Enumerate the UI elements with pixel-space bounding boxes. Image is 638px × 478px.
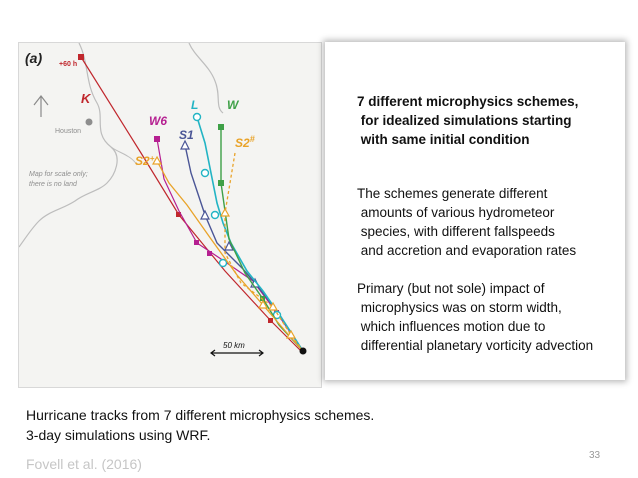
track-W-point [218, 124, 224, 130]
heading-line: with same initial condition [357, 132, 530, 147]
start-point [299, 347, 307, 355]
track-S1 [180, 139, 304, 352]
caption-line1: Hurricane tracks from 7 different microp… [26, 407, 375, 423]
label-W: W [227, 98, 240, 112]
track-map-svg: Houston Map for scale only; there is no … [19, 43, 307, 357]
page-number: 33 [589, 450, 601, 461]
track-S2h-point [267, 301, 279, 311]
track-L-point [210, 210, 220, 220]
track-W-point [218, 180, 224, 186]
paragraph-hydrometeors: The schemes generate different amounts o… [357, 184, 576, 260]
houston-label: Houston [55, 128, 81, 135]
track-K-line [80, 56, 302, 352]
paragraph-line: and accretion and evaporation rates [357, 243, 577, 258]
caption-line2: 3-day simulations using WRF. [26, 427, 211, 443]
scale-bar [210, 349, 264, 357]
paragraph-line: The schemes generate different [357, 186, 548, 201]
heading: 7 different microphysics schemes, for id… [357, 92, 578, 149]
track-S1-point [224, 240, 234, 251]
label-S2h: S2# [235, 134, 255, 150]
track-S1-point [200, 209, 210, 220]
track-S2h-point [285, 329, 297, 339]
track-S2 [151, 155, 304, 352]
paragraph-line: which influences motion due to [357, 319, 546, 334]
label-S1: S1 [179, 128, 194, 142]
coastline [19, 43, 118, 248]
panel-label: (a) [25, 50, 42, 66]
track-L-point [218, 258, 228, 268]
track-S2h-point [219, 207, 231, 217]
track-S1-point [180, 139, 190, 150]
paragraph-line: differential planetary vorticity advecti… [357, 338, 594, 353]
label-W6: W6 [149, 114, 167, 128]
track-L-point [192, 112, 202, 122]
heading-line: 7 different microphysics schemes, [357, 94, 579, 109]
paragraph-storm-width: Primary (but not sole) impact of microph… [357, 279, 593, 355]
citation: Fovell et al. (2016) [26, 456, 142, 472]
track-S2-point [151, 155, 163, 165]
label-S2: S2+ [135, 154, 155, 168]
map-note-line1: Map for scale only; [29, 171, 88, 178]
paragraph-line: Primary (but not sole) impact of [357, 281, 545, 296]
river [110, 146, 138, 166]
label-L: L [191, 98, 198, 112]
coastline-upper [188, 43, 224, 114]
heading-line: for idealized simulations starting [357, 113, 572, 128]
track-W [218, 124, 304, 352]
figure-caption: Hurricane tracks from 7 different microp… [26, 405, 374, 445]
track-W6-point [207, 251, 212, 256]
track-W6-point [194, 240, 199, 245]
track-S2-line [156, 160, 304, 352]
track-W6-point [154, 136, 160, 142]
time-label: +60 h [59, 61, 77, 68]
track-S2h [219, 152, 304, 352]
paragraph-line: microphysics was on storm width, [357, 300, 562, 315]
track-K [78, 54, 302, 352]
track-map-figure: Houston Map for scale only; there is no … [18, 42, 322, 388]
houston-marker [85, 118, 93, 126]
label-K: K [81, 91, 92, 106]
north-arrow-icon [33, 95, 49, 117]
scale-bar-label: 50 km [223, 341, 245, 350]
explanation-box: 7 different microphysics schemes, for id… [325, 42, 625, 380]
track-K-point [268, 318, 273, 323]
paragraph-line: amounts of various hydrometeor [357, 205, 555, 220]
track-S2-point [257, 299, 269, 309]
track-K-point [78, 54, 84, 60]
track-K-point [176, 212, 181, 217]
track-L-point [200, 168, 210, 178]
map-note-line2: there is no land [29, 181, 78, 188]
paragraph-line: species, with different fallspeeds [357, 224, 555, 239]
